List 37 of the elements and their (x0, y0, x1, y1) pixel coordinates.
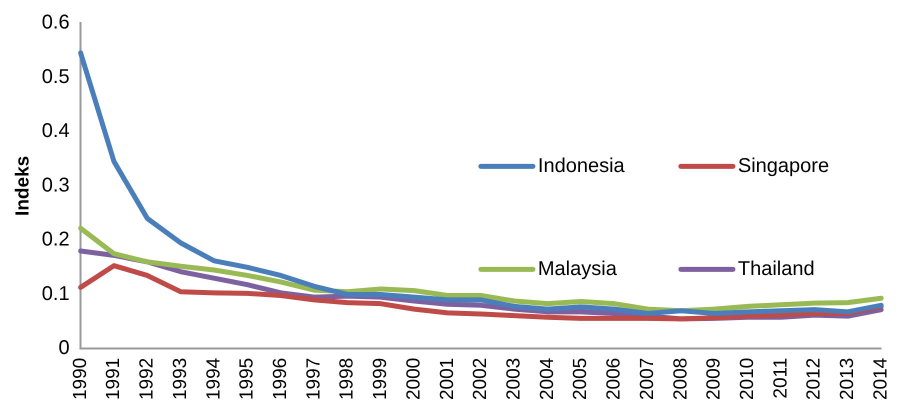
x-tick-label: 2003 (503, 358, 524, 400)
x-tick-label: 1997 (303, 358, 324, 400)
y-tick-label: 0.5 (42, 66, 70, 88)
x-tick-label: 2012 (804, 358, 825, 400)
y-axis-title: Indeks (12, 156, 34, 216)
x-tick-label: 2007 (636, 358, 658, 400)
y-tick-label: 0.1 (42, 282, 70, 305)
legend-label: Thailand (738, 258, 815, 280)
x-tick-label: 1992 (136, 358, 158, 400)
x-tick-label: 1996 (270, 358, 291, 400)
x-tick-label: 2011 (770, 358, 792, 399)
x-tick-label: 1998 (336, 358, 358, 400)
x-tick-label: 2004 (536, 357, 558, 400)
x-tick-label: 1995 (236, 358, 258, 400)
x-tick-label: 2014 (870, 357, 892, 400)
x-tick-label: 2006 (604, 358, 625, 400)
x-tick-label: 2008 (670, 358, 692, 400)
x-tick-label: 1994 (203, 357, 224, 400)
x-tick-label: 1993 (170, 358, 191, 400)
x-tick-label: 2005 (570, 358, 592, 400)
x-tick-label: 1999 (370, 358, 392, 400)
x-tick-label: 2010 (737, 358, 758, 400)
x-tick-label: 2000 (403, 358, 424, 400)
y-tick-label: 0.4 (42, 120, 70, 142)
x-tick-label: 2001 (436, 358, 458, 400)
y-tick-label: 0.3 (42, 174, 70, 196)
y-tick-label: 0.2 (42, 228, 70, 251)
x-tick-label: 2002 (470, 358, 492, 400)
y-tick-label: 0.6 (42, 12, 70, 34)
x-tick-label: 2013 (837, 358, 858, 400)
legend-label: Indonesia (538, 154, 626, 177)
legend-label: Malaysia (538, 258, 618, 280)
legend-label: Singapore (738, 154, 830, 177)
x-tick-label: 1990 (70, 358, 91, 400)
x-tick-label: 1991 (103, 358, 124, 400)
y-tick-label: 0 (58, 337, 70, 360)
x-tick-label: 2009 (704, 358, 725, 400)
